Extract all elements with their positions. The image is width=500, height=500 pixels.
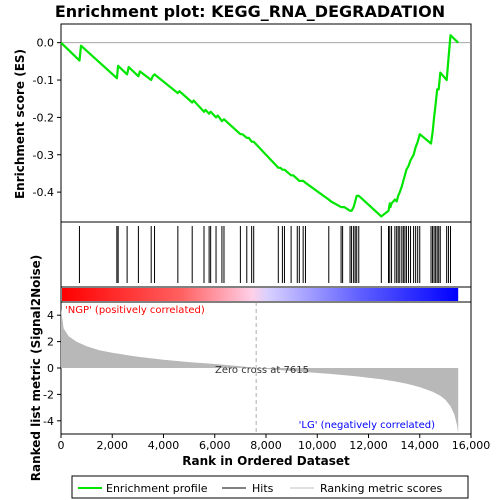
metric-y-tick-label: 0	[47, 362, 54, 375]
positive-correlation-label: 'NGP' (positively correlated)	[65, 305, 205, 316]
x-tick-label: 2,000	[97, 439, 129, 452]
legend-metric-label: Ranking metric scores	[320, 482, 442, 495]
es-y-tick-label: -0.3	[33, 149, 54, 162]
legend: Enrichment profile Hits Ranking metric s…	[71, 475, 469, 499]
x-tick-label: 12,000	[349, 439, 388, 452]
x-tick-label: 10,000	[298, 439, 337, 452]
es-y-tick-label: -0.2	[33, 111, 54, 124]
axes-layer: 0.0 -0.1 -0.2 -0.3 -0.4 4 2 0 -2 -4 0 2,000 4,000 6,0…	[33, 37, 491, 452]
es-y-axis-title: Enrichment score (ES)	[13, 49, 27, 199]
legend-hits-label: Hits	[252, 482, 274, 495]
enrichment-profile-line	[60, 34, 459, 218]
es-y-tick-label: -0.1	[33, 74, 54, 87]
es-panel-frame	[60, 23, 472, 223]
zero-cross-label: Zero cross at 7615	[215, 365, 309, 376]
metric-y-tick-label: -4	[43, 415, 54, 428]
metric-y-tick-label: -2	[43, 388, 54, 401]
chart-title: Enrichment plot: KEGG_RNA_DEGRADATION	[55, 2, 445, 21]
hits-layer	[78, 226, 451, 283]
metric-layer	[61, 302, 459, 434]
legend-profile-label: Enrichment profile	[106, 482, 208, 495]
metric-y-tick-label: 4	[47, 309, 54, 322]
x-tick-label: 4,000	[148, 439, 180, 452]
x-tick-label: 16,000	[452, 439, 491, 452]
negative-correlation-label: 'LG' (negatively correlated)	[299, 420, 435, 431]
es-y-tick-label: -0.4	[33, 186, 54, 199]
ranking-heatmap-bar	[62, 288, 459, 301]
metric-y-tick-label: 2	[47, 336, 54, 349]
x-tick-label: 8,000	[250, 439, 282, 452]
es-layer	[60, 34, 471, 218]
legend-box	[71, 475, 469, 499]
ranking-metric-area	[61, 308, 459, 433]
metric-y-axis-title: Ranked list metric (Signal2Noise)	[29, 255, 43, 482]
x-axis-title: Rank in Ordered Dataset	[182, 454, 350, 468]
x-tick-label: 0	[58, 439, 65, 452]
x-tick-label: 6,000	[199, 439, 231, 452]
hits-panel-frame	[60, 221, 472, 288]
x-tick-label: 14,000	[401, 439, 440, 452]
es-y-tick-label: 0.0	[37, 37, 55, 50]
